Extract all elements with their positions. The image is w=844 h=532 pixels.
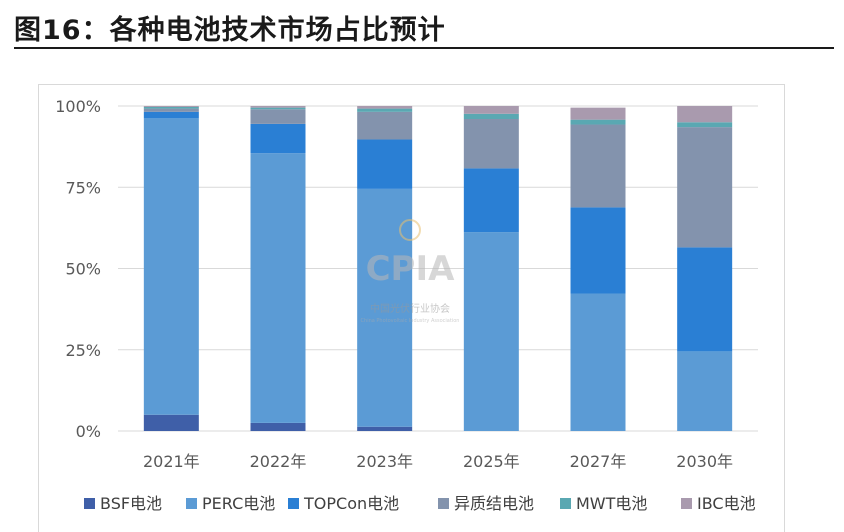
bar-segment xyxy=(143,106,199,107)
legend-label: BSF电池 xyxy=(100,494,162,513)
bar-segment xyxy=(250,123,306,154)
bar-segment xyxy=(570,124,626,208)
title-rule xyxy=(14,47,834,49)
bar-segment xyxy=(463,113,519,119)
bar-segment xyxy=(570,207,626,294)
bar-segment xyxy=(357,111,413,140)
y-tick-label: 50% xyxy=(65,260,101,279)
legend-swatch xyxy=(84,498,95,509)
bar-segment xyxy=(357,108,413,112)
bar-segment xyxy=(463,232,519,431)
legend-swatch xyxy=(288,498,299,509)
gridlines xyxy=(118,105,758,432)
bar-segment xyxy=(677,351,733,432)
bar-segment xyxy=(250,106,306,108)
bar-segment xyxy=(463,106,519,114)
bar-segment xyxy=(677,122,733,128)
bars xyxy=(143,106,733,432)
x-tick-label: 2025年 xyxy=(463,452,520,471)
bar-segment xyxy=(357,106,413,109)
legend-label: IBC电池 xyxy=(697,494,756,513)
bar-segment xyxy=(357,188,413,427)
bar-segment xyxy=(570,293,626,431)
bar-segment xyxy=(463,119,519,169)
sun-icon xyxy=(399,219,421,241)
watermark-org-en: China Photovoltaic Industry Association xyxy=(361,318,460,324)
bar-segment xyxy=(143,108,199,112)
bar-segment xyxy=(677,127,733,248)
legend-swatch xyxy=(186,498,197,509)
watermark: CPIA 中国光伏行业协会 China Photovoltaic Industr… xyxy=(361,219,460,324)
legend-label: 异质结电池 xyxy=(454,494,534,513)
legend-swatch xyxy=(681,498,692,509)
x-tick-label: 2022年 xyxy=(250,452,307,471)
legend-label: TOPCon电池 xyxy=(303,494,399,513)
legend-label: MWT电池 xyxy=(576,494,647,513)
bar-segment xyxy=(250,107,306,110)
bar-segment xyxy=(677,106,733,123)
bar-segment xyxy=(357,139,413,189)
watermark-org: 中国光伏行业协会 xyxy=(370,302,450,315)
y-tick-label: 25% xyxy=(65,341,101,360)
bar-segment xyxy=(677,247,733,352)
x-tick-label: 2027年 xyxy=(570,452,627,471)
title-area: 图16：各种电池技术市场占比预计 xyxy=(14,8,834,48)
y-tick-label: 0% xyxy=(76,422,101,441)
bar-segment xyxy=(570,107,626,120)
legend: BSF电池 PERC电池 TOPCon电池 异质结电池 MWT电池 IBC电池 xyxy=(84,494,756,513)
page-title: 图16：各种电池技术市场占比预计 xyxy=(14,15,446,46)
bar-segment xyxy=(463,168,519,233)
legend-label: PERC电池 xyxy=(202,494,275,513)
bar-segment xyxy=(250,153,306,423)
bar-segment xyxy=(357,426,413,431)
x-axis: 2021年 2022年 2023年 2025年 2027年 2030年 xyxy=(143,452,733,471)
legend-swatch xyxy=(560,498,571,509)
x-tick-label: 2021年 xyxy=(143,452,200,471)
y-tick-label: 100% xyxy=(55,97,101,116)
x-tick-label: 2030年 xyxy=(676,452,733,471)
legend-swatch xyxy=(438,498,449,509)
bar-segment xyxy=(250,422,306,432)
y-axis: 0% 25% 50% 75% 100% xyxy=(55,97,101,441)
bar-segment xyxy=(143,111,199,119)
bar-segment xyxy=(143,414,199,431)
y-tick-label: 75% xyxy=(65,178,101,197)
x-tick-label: 2023年 xyxy=(356,452,413,471)
watermark-logo: CPIA xyxy=(366,249,456,289)
bar-segment xyxy=(143,118,199,415)
bar-segment xyxy=(570,119,626,125)
bar-segment xyxy=(143,106,199,109)
bar-segment xyxy=(250,109,306,124)
